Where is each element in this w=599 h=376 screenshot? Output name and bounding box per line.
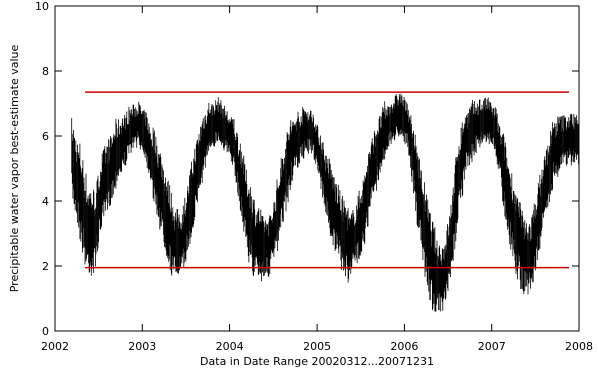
data-point-group	[210, 100, 219, 147]
y-tick-label: 2	[42, 260, 49, 273]
y-axis-ticks: 0 2 4 6 8 10	[35, 0, 579, 338]
data-point-group	[86, 189, 95, 276]
y-tick-label: 0	[42, 325, 49, 338]
data-point-group	[290, 111, 299, 181]
data-point-group	[465, 100, 473, 170]
data-point-group	[559, 115, 568, 166]
data-point-group	[436, 240, 444, 312]
data-point-group	[530, 194, 539, 283]
data-point-group	[181, 186, 189, 267]
data-point-group	[283, 120, 292, 212]
x-tick-label: 2007	[478, 340, 506, 353]
data-point-group	[502, 133, 510, 230]
x-tick-label: 2005	[303, 340, 331, 353]
data-point-group	[101, 139, 109, 228]
data-point-group	[145, 112, 153, 180]
data-point-group	[356, 180, 364, 264]
data-point-group	[239, 143, 248, 237]
data-point-group	[428, 212, 437, 312]
x-tick-label: 2006	[390, 340, 418, 353]
data-point-group	[567, 113, 575, 166]
data-point-group	[407, 110, 416, 194]
data-point-group	[341, 195, 350, 283]
data-point-group	[327, 158, 335, 246]
data-point-group	[523, 220, 531, 295]
data-point-group	[203, 103, 211, 168]
data-point-group	[421, 182, 430, 292]
data-point-group	[334, 184, 342, 270]
data-point-group	[508, 173, 517, 274]
data-point-group	[108, 118, 117, 206]
data-point-group	[363, 152, 372, 245]
data-marks	[71, 93, 579, 312]
data-point-group	[458, 117, 466, 198]
data-point-group	[385, 104, 394, 150]
data-point-group	[246, 187, 255, 276]
data-point-group	[152, 127, 160, 217]
data-point-group	[443, 216, 451, 300]
y-tick-label: 10	[35, 0, 49, 13]
data-point-group	[487, 97, 495, 149]
y-tick-label: 8	[42, 65, 49, 78]
y-tick-label: 4	[42, 195, 49, 208]
data-point-group	[472, 99, 481, 156]
reference-lines	[85, 91, 569, 269]
data-point-group	[188, 148, 197, 244]
data-point-group	[71, 118, 80, 228]
data-point-group	[305, 110, 313, 154]
data-point-group	[79, 143, 87, 265]
data-point-group	[276, 158, 284, 251]
data-point-group	[516, 198, 524, 291]
data-point-group	[268, 202, 277, 275]
x-axis-ticks: 2002 2003 2004 2005 2006 2007 2008	[41, 6, 593, 353]
data-point-group	[166, 180, 175, 276]
data-point-group	[399, 93, 408, 145]
data-point-group	[261, 215, 270, 277]
data-point-group	[225, 111, 233, 165]
plot-area-frame	[54, 5, 580, 332]
data-point-group	[130, 104, 139, 153]
data-point-group	[537, 156, 546, 251]
data-point-group	[312, 114, 321, 174]
data-point-group	[195, 118, 204, 203]
data-point-group	[123, 106, 131, 166]
x-axis-label: Data in Date Range 20020312...20071231	[200, 355, 434, 368]
data-point-group	[217, 97, 226, 151]
y-tick-label: 6	[42, 130, 49, 143]
data-point-group	[254, 208, 262, 282]
data-point-group	[414, 134, 422, 241]
x-tick-label: 2003	[128, 340, 156, 353]
data-point-group	[298, 107, 306, 164]
data-point-group	[480, 97, 488, 144]
x-tick-label: 2008	[565, 340, 593, 353]
data-point-group	[574, 115, 579, 165]
data-point-group	[392, 94, 401, 141]
data-point-group	[320, 135, 328, 215]
data-point-group	[450, 156, 459, 262]
data-point-group	[173, 209, 182, 274]
data-point-group	[232, 119, 241, 202]
data-point-group	[552, 116, 561, 177]
x-tick-label: 2004	[216, 340, 244, 353]
data-point-group	[494, 107, 503, 187]
y-axis-label: Precipitable water vapor best-estimate v…	[8, 45, 21, 293]
data-point-group	[348, 210, 357, 274]
data-point-group	[137, 101, 146, 158]
data-point-group	[370, 130, 379, 199]
data-point-group	[159, 153, 168, 256]
data-point-group	[545, 122, 553, 209]
x-tick-label: 2002	[41, 340, 69, 353]
data-point-group	[378, 101, 386, 180]
data-point-group	[116, 118, 124, 182]
data-point-group	[94, 171, 102, 267]
